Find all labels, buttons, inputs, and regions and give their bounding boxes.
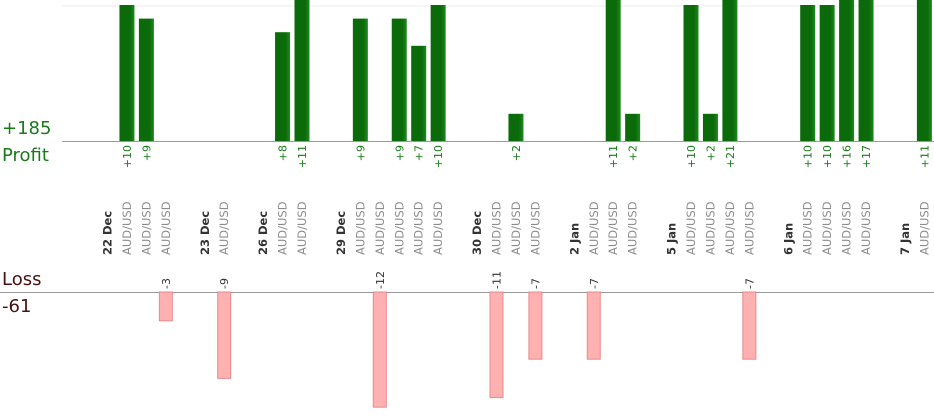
profit-bar bbox=[352, 18, 368, 142]
category-label: AUD/USD bbox=[159, 201, 173, 255]
profit-value-label: +11 bbox=[296, 145, 309, 168]
date-label: 30 Dec bbox=[470, 211, 484, 255]
profit-bar bbox=[625, 113, 641, 141]
profit-bar bbox=[411, 45, 427, 141]
profit-value-label: +10 bbox=[821, 145, 834, 168]
profit-value-label: +11 bbox=[607, 145, 620, 168]
category-label: AUD/USD bbox=[723, 201, 737, 255]
profit-bar bbox=[119, 5, 135, 141]
loss-bar bbox=[217, 291, 232, 379]
profit-bar bbox=[702, 113, 718, 141]
loss-bar bbox=[528, 291, 543, 360]
category-label: AUD/USD bbox=[412, 201, 426, 255]
profit-bar bbox=[916, 0, 932, 142]
category-label: AUD/USD bbox=[217, 201, 231, 255]
profit-bar bbox=[138, 18, 154, 142]
category-label: AUD/USD bbox=[431, 201, 445, 255]
loss-bar bbox=[489, 291, 504, 399]
date-label: 5 Jan bbox=[665, 223, 679, 255]
profit-value-label: +9 bbox=[140, 145, 153, 161]
category-label: AUD/USD bbox=[139, 201, 153, 255]
loss-value-label: -3 bbox=[160, 278, 173, 289]
category-label: AUD/USD bbox=[295, 201, 309, 255]
category-label: AUD/USD bbox=[801, 201, 815, 255]
profit-value-label: +9 bbox=[354, 145, 367, 161]
category-label: AUD/USD bbox=[820, 201, 834, 255]
category-label: AUD/USD bbox=[490, 201, 504, 255]
category-label: AUD/USD bbox=[840, 201, 854, 255]
profit-value-label: +7 bbox=[413, 145, 426, 161]
loss-value-label: -7 bbox=[529, 278, 542, 289]
loss-bar bbox=[158, 291, 173, 322]
date-label: 2 Jan bbox=[567, 223, 581, 255]
date-label: 6 Jan bbox=[781, 223, 795, 255]
profit-bar bbox=[683, 5, 699, 141]
loss-value-label: -7 bbox=[588, 278, 601, 289]
date-label: 26 Dec bbox=[256, 211, 270, 255]
profit-value-label: +8 bbox=[277, 145, 290, 161]
date-label: 22 Dec bbox=[101, 211, 115, 255]
category-label: AUD/USD bbox=[703, 201, 717, 255]
profit-value-label: +2 bbox=[627, 145, 640, 161]
category-label: AUD/USD bbox=[606, 201, 620, 255]
profit-bar bbox=[605, 0, 621, 142]
category-label: AUD/USD bbox=[276, 201, 290, 255]
category-label: AUD/USD bbox=[587, 201, 601, 255]
profit-label: Profit bbox=[2, 145, 49, 166]
total-loss-value: -61 bbox=[2, 296, 32, 317]
category-label: AUD/USD bbox=[859, 201, 873, 255]
profit-value-label: +21 bbox=[724, 145, 737, 168]
date-label: 23 Dec bbox=[198, 211, 212, 255]
profit-value-label: +9 bbox=[393, 145, 406, 161]
profit-bar bbox=[430, 5, 446, 141]
loss-value-label: -9 bbox=[218, 278, 231, 289]
profit-bar bbox=[722, 0, 738, 141]
total-profit-value: +185 bbox=[2, 118, 52, 139]
profit-value-label: +10 bbox=[432, 145, 445, 168]
profit-bar bbox=[800, 5, 816, 141]
profit-value-label: +10 bbox=[121, 145, 134, 168]
profit-bar bbox=[819, 5, 835, 141]
category-label: AUD/USD bbox=[509, 201, 523, 255]
profit-bar bbox=[508, 113, 524, 141]
category-label: AUD/USD bbox=[684, 201, 698, 255]
category-label: AUD/USD bbox=[392, 201, 406, 255]
profit-bar bbox=[391, 18, 407, 142]
profit-value-label: +17 bbox=[860, 145, 873, 168]
loss-bar bbox=[372, 291, 387, 408]
profit-value-label: +11 bbox=[918, 145, 931, 168]
loss-bar bbox=[742, 291, 757, 360]
category-label: AUD/USD bbox=[373, 201, 387, 255]
category-label: AUD/USD bbox=[120, 201, 134, 255]
loss-label: Loss bbox=[2, 269, 42, 290]
loss-value-label: -7 bbox=[743, 278, 756, 289]
loss-bar bbox=[586, 291, 601, 360]
loss-value-label: -12 bbox=[374, 271, 387, 289]
profit-bar bbox=[858, 0, 874, 141]
profit-value-label: +2 bbox=[510, 145, 523, 161]
profit-value-label: +10 bbox=[685, 145, 698, 168]
profit-value-label: +10 bbox=[802, 145, 815, 168]
category-label: AUD/USD bbox=[528, 201, 542, 255]
profit-value-label: +16 bbox=[841, 145, 854, 168]
date-label: 7 Jan bbox=[898, 223, 912, 255]
profit-bar bbox=[275, 32, 291, 142]
category-label: AUD/USD bbox=[742, 201, 756, 255]
category-label: AUD/USD bbox=[917, 201, 931, 255]
profit-value-label: +2 bbox=[704, 145, 717, 161]
loss-value-label: -11 bbox=[491, 271, 504, 289]
category-label: AUD/USD bbox=[626, 201, 640, 255]
profit-bar bbox=[839, 0, 855, 142]
category-label: AUD/USD bbox=[353, 201, 367, 255]
profit-bar bbox=[294, 0, 310, 142]
date-label: 29 Dec bbox=[334, 211, 348, 255]
